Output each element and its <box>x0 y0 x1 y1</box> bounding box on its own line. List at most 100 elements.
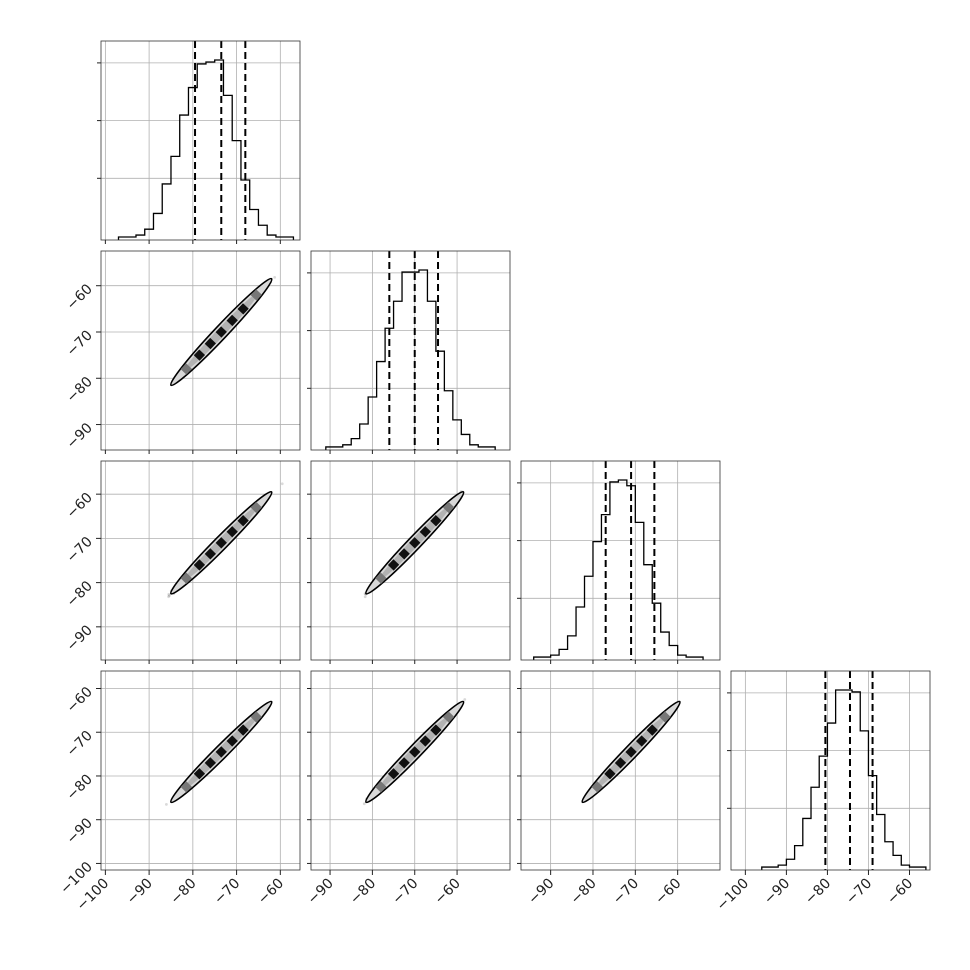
scatter-points-3-2 <box>581 700 681 804</box>
x-tick-label-3: −100 <box>714 876 753 915</box>
scatter-point <box>167 593 171 596</box>
x-tick-label-1: −90 <box>305 876 337 908</box>
density-square <box>442 711 455 723</box>
x-tick-label-0: −90 <box>124 876 156 908</box>
density-square <box>398 757 410 769</box>
scatter-point <box>167 594 171 598</box>
density-square <box>398 548 410 560</box>
contour-outer <box>169 700 273 804</box>
x-tick-label-3: −70 <box>843 876 875 908</box>
density-square <box>659 711 671 723</box>
density-square <box>237 724 249 736</box>
x-tick-label-3: −90 <box>761 876 793 908</box>
scatter-panel-2-1 <box>310 460 511 661</box>
x-tick-label-1: −80 <box>347 876 379 908</box>
density-square <box>193 349 206 361</box>
hist-frame-1 <box>310 250 511 451</box>
density-square <box>646 724 658 736</box>
hist-step-0 <box>117 59 295 240</box>
density-square <box>387 559 400 571</box>
density-square <box>375 572 387 584</box>
y-tick-label-3: −80 <box>64 771 96 803</box>
y-tick-label-3: −60 <box>64 684 96 716</box>
x-tick-label-2: −80 <box>568 876 600 908</box>
y-tick-label-2: −90 <box>64 622 96 654</box>
density-square <box>409 746 421 758</box>
scatter-point <box>167 595 170 599</box>
hist-step-2 <box>533 479 704 660</box>
x-tick-label-3: −80 <box>802 876 834 908</box>
scatter-point <box>280 482 284 486</box>
scatter-panel-3-2 <box>520 670 721 871</box>
x-tick-label-3: −60 <box>884 876 916 908</box>
hist-step-3 <box>761 689 927 870</box>
contour-outer <box>581 700 681 804</box>
hist-panel-2 <box>517 460 721 661</box>
density-square <box>193 559 206 571</box>
density-square <box>180 781 192 793</box>
density-square <box>204 337 216 350</box>
density-square <box>604 768 616 780</box>
density-square <box>204 757 216 769</box>
density-square <box>409 537 421 549</box>
density-square <box>430 515 442 527</box>
density-square <box>226 735 238 747</box>
density-square <box>180 363 192 375</box>
contour-outer <box>169 490 273 595</box>
y-tick-label-1: −70 <box>64 328 96 360</box>
contour-outer <box>365 700 465 804</box>
scatter-frame-2-0 <box>100 460 301 661</box>
density-square <box>193 768 206 780</box>
scatter-frame-3-2 <box>520 670 721 871</box>
x-tick-label-0: −80 <box>167 876 199 908</box>
x-tick-label-2: −60 <box>652 876 684 908</box>
scatter-point <box>463 698 467 701</box>
contour-outer <box>365 490 465 595</box>
density-square <box>215 746 227 758</box>
scatter-frame-2-1 <box>310 460 511 661</box>
scatter-point <box>363 595 367 599</box>
density-square <box>180 572 192 584</box>
density-square <box>237 303 249 315</box>
scatter-point <box>362 802 366 806</box>
scatter-point <box>164 803 168 806</box>
hist-frame-0 <box>100 40 301 241</box>
density-square <box>430 724 442 736</box>
density-square <box>625 746 637 758</box>
density-square <box>375 781 387 793</box>
hist-frame-2 <box>520 460 721 661</box>
x-tick-label-2: −90 <box>525 876 557 908</box>
y-tick-label-3: −90 <box>64 815 96 847</box>
y-tick-label-1: −90 <box>64 420 96 452</box>
y-tick-label-2: −70 <box>64 534 96 566</box>
scatter-panel-3-0 <box>100 670 301 871</box>
density-square <box>226 314 238 327</box>
scatter-frame-3-1 <box>310 670 511 871</box>
density-square <box>250 289 262 301</box>
density-square <box>419 526 431 538</box>
density-square <box>636 735 648 747</box>
density-square <box>442 501 455 514</box>
hist-panel-0 <box>97 40 301 241</box>
density-square <box>204 548 216 560</box>
density-square <box>591 781 603 793</box>
scatter-point <box>273 275 277 279</box>
hist-panel-1 <box>307 250 511 451</box>
x-tick-label-1: −60 <box>432 876 464 908</box>
scatter-points-3-1 <box>362 698 467 806</box>
density-square <box>226 526 238 538</box>
scatter-points-2-1 <box>363 490 465 599</box>
density-square <box>237 515 249 527</box>
scatter-panel-3-1 <box>310 670 511 871</box>
scatter-panel-2-0 <box>100 460 301 661</box>
scatter-frame-1-0 <box>100 250 301 451</box>
density-square <box>250 711 262 723</box>
density-square <box>614 757 627 769</box>
y-tick-label-2: −60 <box>64 490 96 522</box>
contour-outer <box>169 277 273 387</box>
x-tick-label-1: −70 <box>389 876 421 908</box>
y-tick-label-3: −70 <box>64 728 96 760</box>
hist-step-1 <box>325 269 496 450</box>
scatter-points-1-0 <box>169 275 277 387</box>
